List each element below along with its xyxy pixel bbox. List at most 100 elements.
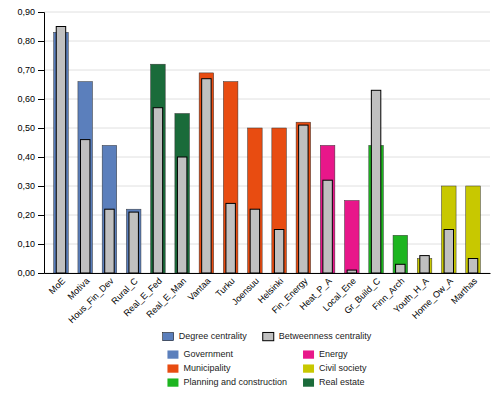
legend-item: Planning and construction <box>167 377 287 387</box>
legend-label: Government <box>183 349 233 359</box>
tick-label: 0,80 <box>17 36 35 46</box>
tick-mark <box>38 186 44 187</box>
tick-mark <box>38 215 44 216</box>
legend-item: Civil society <box>303 363 367 373</box>
bar <box>371 90 380 273</box>
betweenness-bars <box>56 27 478 274</box>
bar <box>444 230 453 274</box>
bar <box>153 108 162 273</box>
y-axis: 0,00 0,10 0,20 0,30 0,40 0,50 0,60 0,70 0,80 0,90 <box>17 7 44 278</box>
tick-label: Marthas <box>449 276 479 306</box>
bar <box>468 259 477 274</box>
axis-line <box>45 273 491 274</box>
tick: 0,30 <box>17 181 44 191</box>
tick-label: 0,90 <box>17 7 35 17</box>
bar <box>248 128 263 273</box>
plot: 0,00 0,10 0,20 0,30 0,40 0,50 0,60 0,70 0,80 0,90… <box>17 7 490 387</box>
legend-swatch <box>303 378 314 386</box>
tick: Marthas <box>449 273 479 306</box>
tick-label: 0,20 <box>17 210 35 220</box>
tick-label: 0,30 <box>17 181 35 191</box>
legend-swatch <box>163 332 174 340</box>
legend-item: Real estate <box>303 377 365 387</box>
x-axis: MoEMotivaHous_Fin_DevRural_CReal_E_FedRe… <box>45 273 491 325</box>
tick: Joensuu <box>230 273 261 307</box>
bar <box>396 264 405 273</box>
tick: 0,10 <box>17 239 44 249</box>
grid-line <box>44 70 490 71</box>
grid-line <box>44 99 490 100</box>
bar <box>78 82 93 273</box>
tick-mark <box>38 244 44 245</box>
tick-mark <box>38 128 44 129</box>
bar <box>202 79 211 273</box>
grid-line <box>44 12 490 13</box>
tick-label: 0,40 <box>17 152 35 162</box>
bar <box>320 145 335 273</box>
tick-mark <box>38 157 44 158</box>
legend-label: Municipality <box>183 363 231 373</box>
bar <box>272 128 287 273</box>
bar <box>175 114 190 274</box>
tick: 0,20 <box>17 210 44 220</box>
grid-line <box>44 128 490 129</box>
tick-mark <box>38 70 44 71</box>
legend-item: Energy <box>303 349 348 359</box>
tick: Vantaa <box>186 273 213 303</box>
legend-item: Municipality <box>167 363 231 373</box>
bar <box>420 256 429 273</box>
bar <box>296 122 311 273</box>
bar <box>102 145 117 273</box>
tick-label: Vantaa <box>186 276 213 303</box>
tick: 0,60 <box>17 94 44 104</box>
tick-label: 0,00 <box>17 268 35 278</box>
tick-label: Real_E_Man <box>144 276 188 320</box>
bar <box>80 140 89 273</box>
bar <box>347 270 356 273</box>
tick: Real_E_Man <box>144 273 188 320</box>
tick-label: 0,60 <box>17 94 35 104</box>
tick: 0,00 <box>17 268 44 278</box>
tick-mark <box>38 99 44 100</box>
legend-label: Degree centrality <box>179 331 248 341</box>
tick: 0,80 <box>17 36 44 46</box>
axis-line <box>38 13 45 274</box>
degree-bars <box>54 32 481 273</box>
bar <box>126 209 141 273</box>
legend-swatch <box>167 378 178 386</box>
tick: Home_Ow_A <box>410 273 455 321</box>
legend-label: Real estate <box>319 377 365 387</box>
legend-label: Civil society <box>319 363 367 373</box>
legend-label: Betweenness centrality <box>279 331 372 341</box>
tick-label: 0,10 <box>17 239 35 249</box>
legend-swatch <box>303 364 314 372</box>
chart: 0,00 0,10 0,20 0,30 0,40 0,50 0,60 0,70 0,80 0,90… <box>0 0 500 405</box>
bar <box>393 235 408 273</box>
tick-label: MoE <box>47 276 67 296</box>
legend-swatch <box>167 364 178 372</box>
legend-item: Betweenness centrality <box>263 331 372 341</box>
tick: 0,40 <box>17 152 44 162</box>
bar <box>274 230 283 274</box>
legend-swatch <box>263 332 274 340</box>
tick-label: Hous_Fin_Dev <box>66 276 116 326</box>
legend: Government Municipality Planning and const… <box>167 349 367 387</box>
legend-item: Government <box>167 349 233 359</box>
legend: Degree centrality Betweenness centrality <box>163 331 372 341</box>
tick: 0,70 <box>17 65 44 75</box>
legend-swatch <box>167 350 178 358</box>
grid <box>44 12 490 273</box>
tick: MoE <box>47 273 67 296</box>
legend-swatch <box>303 350 314 358</box>
tick-label: 0,50 <box>17 123 35 133</box>
tick-label: Joensuu <box>230 276 261 307</box>
bar <box>151 64 166 273</box>
bar <box>177 157 186 273</box>
tick: 0,50 <box>17 123 44 133</box>
bar <box>105 209 114 273</box>
bar <box>345 201 360 274</box>
bar <box>442 186 457 273</box>
legend-label: Energy <box>319 349 348 359</box>
bar <box>250 209 259 273</box>
bar <box>226 203 235 273</box>
